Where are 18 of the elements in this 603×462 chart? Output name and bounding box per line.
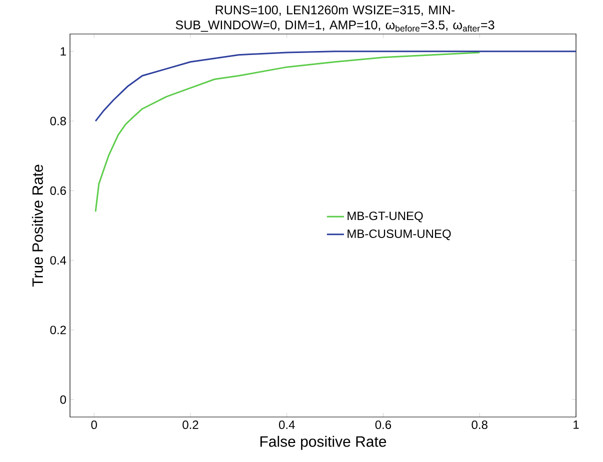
x-tick-label: 1 (574, 420, 579, 429)
chart-title: RUNS=100, LEN1260m WSIZE=315, MIN-SUB_WINDOW=0, DIM=1, AMP=10, ω$_{before}$=3.5, ω$_{after}$=3 (176, 6, 494, 32)
y-tick-label: 0.8 (50, 116, 66, 126)
y-axis-title: True Positive Rate (32, 164, 43, 287)
x-tick-label: 0 (91, 420, 97, 430)
x-axis-title: False positive Rate (260, 436, 386, 450)
y-tick-label: 0.2 (50, 326, 66, 334)
legend-label: MB-CUSUM-UNEQ (348, 229, 451, 240)
x-tick-label: 0.8 (472, 420, 488, 430)
x-tick-label: 0.2 (182, 420, 198, 430)
x-tick-label: 0.4 (278, 420, 295, 430)
line-series (94, 50, 576, 122)
x-tick-label: 0.6 (375, 420, 392, 430)
y-tick-label: 0.6 (50, 186, 66, 195)
y-tick-label: 0.4 (50, 256, 66, 265)
y-tick-label: 1 (60, 47, 66, 56)
y-tick-label: 0 (60, 395, 66, 404)
legend-label: MB-GT-UNEQ (348, 212, 423, 222)
